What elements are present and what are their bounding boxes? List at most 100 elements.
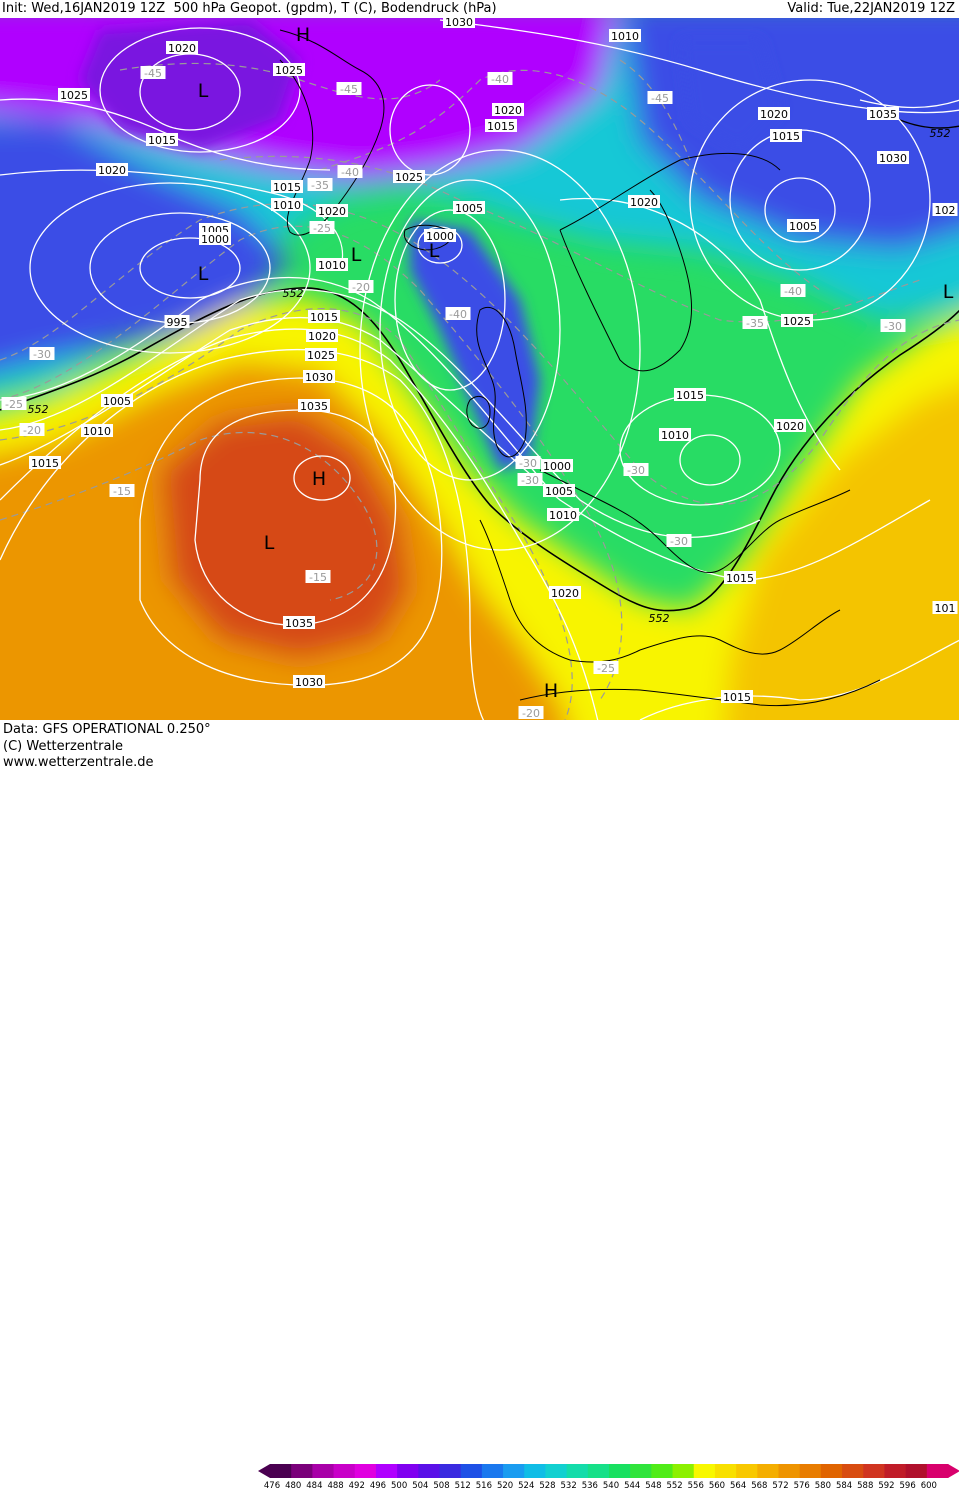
isotherm-label-box bbox=[336, 82, 362, 95]
isobar-north-sea-outer bbox=[379, 179, 561, 481]
isobar-arctic-1035 bbox=[859, 99, 959, 109]
isobar-label-box bbox=[877, 151, 909, 164]
isobar-label-text: 1030 bbox=[445, 18, 473, 29]
legend-label-5: 496 bbox=[370, 1481, 386, 1490]
isobar-label-10: 1010 bbox=[316, 258, 348, 272]
isobar-label-box bbox=[81, 424, 113, 437]
legend-label-26: 580 bbox=[815, 1481, 831, 1490]
isotherm-label-text: -30 bbox=[670, 535, 688, 548]
isobar-label-box bbox=[724, 571, 756, 584]
isobar-label-39: 1020 bbox=[774, 419, 806, 433]
isotherm-label-text: -40 bbox=[784, 285, 802, 298]
height-552-label-text: 552 bbox=[930, 127, 951, 140]
field-east-orange bbox=[724, 385, 959, 720]
isotherm-minus-30 bbox=[0, 203, 959, 506]
isobar-label-box bbox=[305, 348, 337, 361]
high-center-0: H bbox=[296, 24, 310, 46]
isobar-label-text: 1000 bbox=[201, 233, 229, 246]
legend-label-20: 556 bbox=[688, 1481, 704, 1490]
isotherm-label-6: -25 bbox=[309, 221, 335, 235]
isobar-label-text: 1010 bbox=[273, 199, 301, 212]
isobar-label-13: 1020 bbox=[306, 329, 338, 343]
isobar-1015-arc bbox=[0, 317, 931, 581]
isobar-label-3: 1015 bbox=[146, 133, 178, 147]
isobar-atlantic-low-inner bbox=[139, 237, 241, 299]
legend-label-7: 504 bbox=[412, 1481, 428, 1490]
isobar-label-32: 1030 bbox=[877, 151, 909, 165]
isotherm-label-text: -15 bbox=[113, 485, 131, 498]
isobar-label-box bbox=[393, 170, 425, 183]
isotherm-label-text: -25 bbox=[597, 662, 615, 675]
isotherm-label-box bbox=[337, 165, 363, 178]
isobar-east-low-inner bbox=[764, 177, 836, 243]
isobar-label-box bbox=[721, 690, 753, 703]
isotherm-label-box bbox=[515, 456, 541, 469]
isobar-label-22: 1030 bbox=[443, 18, 475, 29]
isobar-label-33: 1020 bbox=[628, 195, 660, 209]
isobar-label-5: 1015 bbox=[271, 180, 303, 194]
isobar-label-box bbox=[541, 459, 573, 472]
isotherm-label-text: -20 bbox=[352, 281, 370, 294]
isotherm-label-box bbox=[647, 91, 673, 104]
legend-swatch-22 bbox=[736, 1464, 758, 1478]
isobar-label-box bbox=[29, 456, 61, 469]
isobar-label-31: 1015 bbox=[770, 129, 802, 143]
isotherm-label-text: -30 bbox=[519, 457, 537, 470]
legend-label-12: 524 bbox=[518, 1481, 534, 1490]
map-area: 1020 1025 1025 1015 1020 1015 1010 1020 1005 1000… bbox=[0, 18, 959, 720]
isotherm-label-16: -15 bbox=[305, 570, 331, 584]
isobar-1030-ring bbox=[139, 377, 443, 686]
legend-label-27: 584 bbox=[836, 1481, 852, 1490]
isotherm-label-17: -30 bbox=[515, 456, 541, 470]
isobar-north-sea-mid bbox=[394, 209, 506, 391]
coast-ireland bbox=[466, 396, 491, 429]
legend-label-22: 564 bbox=[730, 1481, 746, 1490]
contour-552-west bbox=[0, 287, 959, 612]
isobar-label-16: 1005 bbox=[101, 394, 133, 408]
legend-swatch-19 bbox=[672, 1464, 695, 1478]
website-link[interactable]: www.wetterzentrale.de bbox=[3, 755, 154, 770]
isotherm-minus-35 bbox=[219, 155, 921, 323]
isobar-label-text: 1000 bbox=[426, 230, 454, 243]
isobar-label-40: 1000 bbox=[541, 459, 573, 473]
legend-label-30: 596 bbox=[900, 1481, 916, 1490]
isotherm-label-box bbox=[1, 397, 27, 410]
height-552-label-text: 552 bbox=[649, 612, 670, 625]
isobar-label-43: 1020 bbox=[549, 586, 581, 600]
legend-label-16: 540 bbox=[603, 1481, 619, 1490]
isobar-label-text: 1020 bbox=[318, 205, 346, 218]
height-552-label-text: 552 bbox=[283, 287, 304, 300]
isotherm-label-14: -20 bbox=[19, 423, 45, 437]
low-center-2: L bbox=[351, 244, 362, 266]
isobar-label-18: 1010 bbox=[81, 424, 113, 438]
isotherm-minus-15 bbox=[0, 431, 378, 601]
legend-swatch-16 bbox=[609, 1464, 631, 1478]
isotherm-label-text: -30 bbox=[33, 348, 51, 361]
isobar-label-box bbox=[298, 399, 330, 412]
legend-swatch-7 bbox=[418, 1464, 440, 1478]
isotherm-minus-25 bbox=[0, 225, 623, 701]
legend-swatch-28 bbox=[863, 1464, 885, 1478]
isobar-label-46: 101 bbox=[932, 601, 958, 615]
isobar-atlantic-low-outer bbox=[29, 182, 311, 354]
isobar-high-inner bbox=[293, 455, 351, 501]
isobar-label-text: 1005 bbox=[455, 202, 483, 215]
isobar-label-text: 1010 bbox=[318, 259, 346, 272]
isobar-label-text: 1020 bbox=[308, 330, 336, 343]
legend-label-6: 500 bbox=[391, 1481, 407, 1490]
isobar-label-6: 1010 bbox=[271, 198, 303, 212]
chart-footer: Data: GFS OPERATIONAL 0.250° (C) Wetterz… bbox=[0, 720, 959, 1490]
isobar-label-box bbox=[271, 180, 303, 193]
low-center-1: L bbox=[198, 80, 209, 102]
init-time: Init: Wed,16JAN2019 12Z bbox=[2, 1, 166, 16]
coast-europe bbox=[539, 469, 851, 574]
isobar-label-11: 995 bbox=[164, 315, 190, 329]
legend-label-21: 560 bbox=[709, 1481, 725, 1490]
legend-label-13: 528 bbox=[539, 1481, 555, 1490]
legend-label-15: 536 bbox=[582, 1481, 598, 1490]
isotherm-label-9: -40 bbox=[780, 284, 806, 298]
chart-title: 500 hPa Geopot. (gpdm), T (C), Bodendruc… bbox=[173, 1, 497, 16]
isobar-label-text: 1015 bbox=[31, 457, 59, 470]
legend-label-19: 552 bbox=[666, 1481, 682, 1490]
legend-label-14: 532 bbox=[561, 1481, 577, 1490]
